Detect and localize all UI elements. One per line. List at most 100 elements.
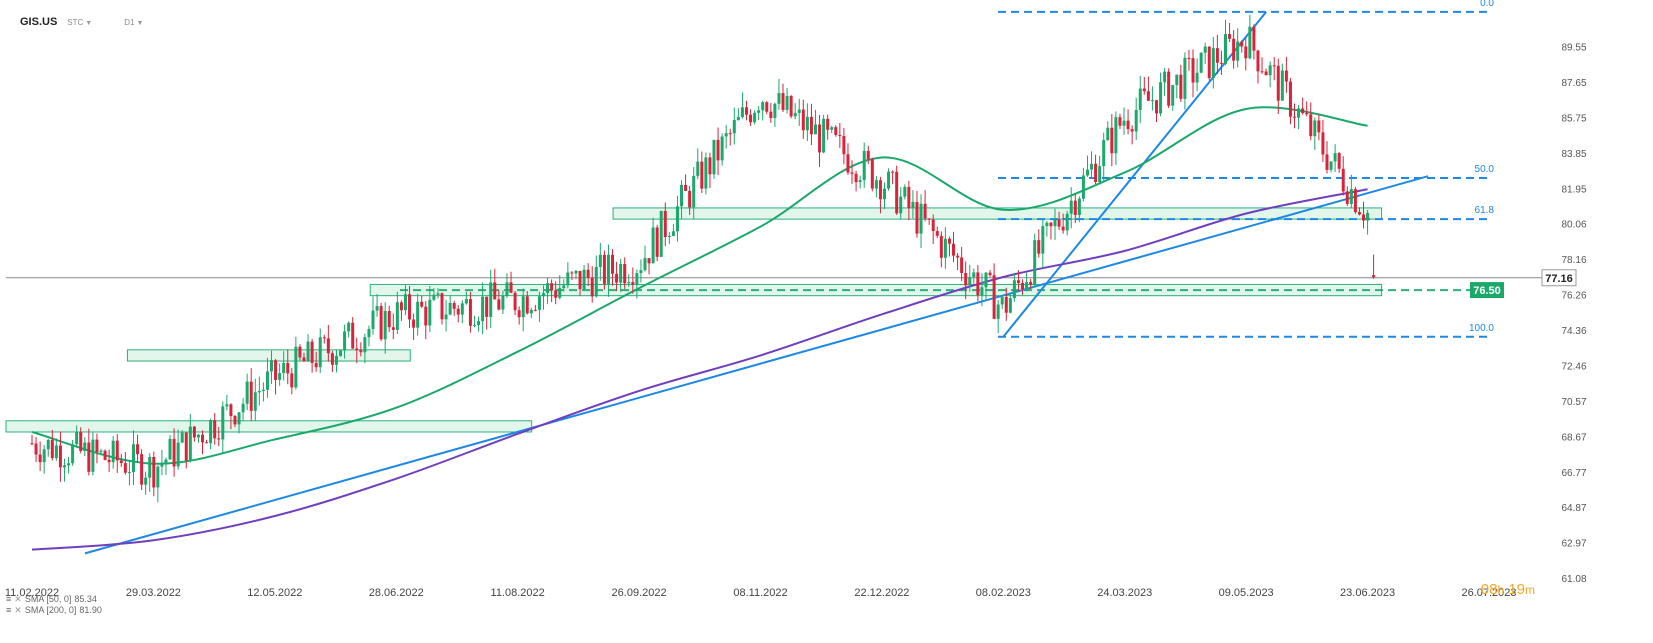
candle-body	[58, 445, 62, 468]
candle-body	[237, 412, 241, 425]
x-tick-label: 29.03.2022	[126, 587, 181, 599]
interval-selector[interactable]: D1 ▼	[124, 18, 144, 27]
menu-icon[interactable]: ≡	[6, 605, 12, 615]
candle-body	[257, 390, 261, 393]
candle-body	[1321, 132, 1325, 155]
candle-body	[355, 348, 359, 351]
legend-sma50: ≡ ✕ SMA [50, 0] 85.34	[6, 594, 97, 604]
support-zone	[126, 349, 411, 362]
candle-body	[663, 210, 667, 238]
candle-body	[708, 157, 712, 175]
sma50-line	[31, 106, 1368, 465]
candle-body	[1301, 108, 1305, 114]
candle-body	[1012, 280, 1016, 299]
symbol-label[interactable]: GIS.US	[20, 16, 58, 28]
candle-body	[1372, 275, 1376, 278]
candle-body	[131, 444, 135, 473]
candle-body	[846, 154, 850, 173]
y-tick-label: 68.67	[1561, 432, 1586, 443]
candle-body	[870, 159, 874, 189]
candle-body	[379, 306, 383, 340]
candle-body	[712, 139, 716, 175]
candle-body	[728, 133, 732, 135]
candle-body	[176, 442, 180, 467]
candle-body	[359, 350, 363, 353]
candle-body	[1244, 46, 1248, 59]
x-tick-label: 26.09.2022	[612, 587, 667, 599]
candle-body	[314, 362, 318, 368]
candle-body	[781, 93, 785, 110]
candle-body	[144, 477, 148, 485]
x-tick-label: 26.07.2023	[1461, 587, 1516, 599]
trend-line	[84, 175, 1429, 555]
candle-body	[1179, 74, 1183, 99]
candle-body	[968, 277, 972, 286]
candle-body	[793, 112, 797, 117]
candle-body	[1134, 109, 1138, 132]
candle-body	[720, 136, 724, 161]
candle-body	[1102, 140, 1106, 167]
candle-body	[452, 303, 456, 309]
candle-body	[1122, 120, 1126, 126]
candle-body	[1215, 48, 1219, 63]
candle-body	[830, 127, 834, 130]
x-tick-label: 23.06.2023	[1340, 587, 1395, 599]
candle-body	[95, 439, 99, 452]
candle-body	[46, 439, 50, 450]
candle-body	[542, 293, 545, 297]
candle-body	[111, 440, 115, 463]
candle-body	[127, 472, 131, 474]
candle-body	[615, 273, 619, 283]
y-tick-label: 61.08	[1561, 574, 1586, 585]
candle-body	[1345, 191, 1349, 204]
source-selector[interactable]: STC ▼	[67, 18, 93, 27]
candle-body	[862, 150, 866, 181]
candle-body	[1187, 57, 1191, 59]
candle-body	[489, 282, 493, 317]
candle-body	[895, 171, 899, 214]
y-tick-label: 78.16	[1561, 255, 1586, 266]
candle-body	[75, 432, 79, 445]
candle-body	[1057, 219, 1061, 227]
support-zone	[5, 420, 533, 433]
y-tick-label: 76.26	[1561, 291, 1586, 302]
candle-body	[667, 235, 671, 238]
sma200-line	[31, 188, 1368, 551]
menu-icon[interactable]: ≡	[6, 594, 12, 604]
candle-body	[505, 282, 509, 296]
candle-body	[1280, 70, 1284, 101]
candle-body	[1366, 212, 1370, 221]
candle-body	[1309, 114, 1313, 137]
candle-body	[513, 292, 517, 311]
candle-body	[436, 293, 440, 295]
candle-body	[221, 406, 225, 440]
candle-body	[294, 346, 298, 388]
candle-body	[655, 227, 659, 257]
y-tick-label: 89.55	[1561, 42, 1586, 53]
candle-body	[233, 416, 237, 425]
candle-body	[330, 353, 334, 365]
current-price-badge	[1541, 269, 1577, 287]
candle-body	[351, 322, 355, 349]
candle-body	[594, 266, 598, 297]
candle-body	[533, 309, 537, 311]
candle-body	[724, 133, 728, 137]
candle-body	[310, 341, 314, 363]
candle-body	[1211, 48, 1215, 79]
candle-body	[213, 420, 217, 439]
candle-body	[1362, 214, 1366, 221]
candle-body	[1167, 71, 1171, 106]
fib-level-label: 50.0	[1475, 164, 1495, 175]
close-icon[interactable]: ✕	[14, 605, 22, 615]
candle-body	[1106, 127, 1110, 141]
candle-body	[627, 282, 631, 284]
candle-body	[1224, 34, 1227, 64]
candle-body	[1228, 34, 1232, 39]
candle-body	[651, 227, 655, 264]
candle-body	[1114, 117, 1118, 154]
candle-body	[1138, 88, 1142, 110]
candle-body	[777, 93, 781, 104]
close-icon[interactable]: ✕	[14, 594, 22, 604]
